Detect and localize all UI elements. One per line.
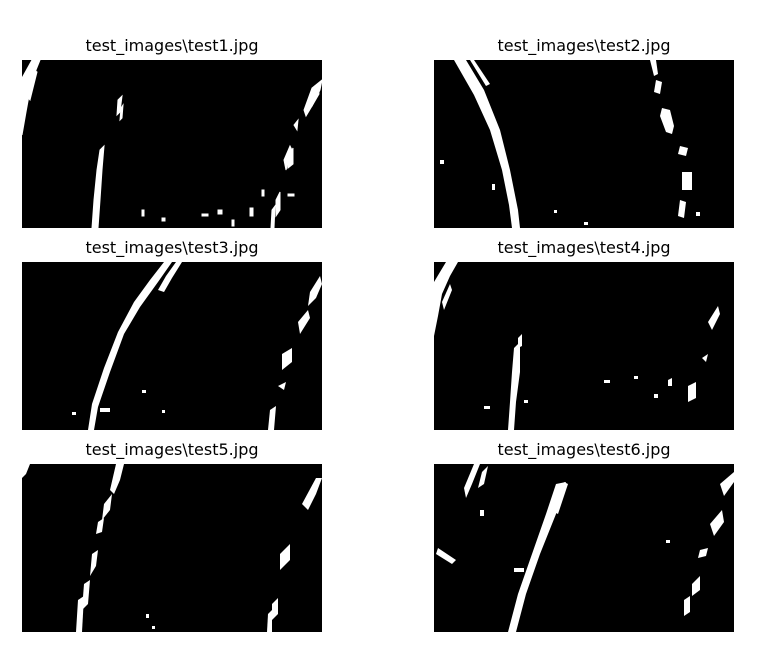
panel-title: test_images\test1.jpg [85, 36, 259, 55]
binary-image [22, 464, 322, 632]
panel-title: test_images\test3.jpg [85, 238, 259, 257]
binary-image [434, 464, 734, 632]
binary-image [22, 60, 322, 228]
panel-title: test_images\test4.jpg [497, 238, 671, 257]
panel-title: test_images\test5.jpg [85, 440, 259, 459]
lane-mask [22, 464, 322, 632]
binary-image [434, 262, 734, 430]
lane-mask [434, 262, 734, 430]
panel-title: test_images\test2.jpg [497, 36, 671, 55]
lane-mask [22, 60, 322, 228]
binary-image [22, 262, 322, 430]
lane-mask [434, 60, 734, 228]
lane-mask [22, 262, 322, 430]
panel-title: test_images\test6.jpg [497, 440, 671, 459]
lane-mask [434, 464, 734, 632]
binary-image [434, 60, 734, 228]
